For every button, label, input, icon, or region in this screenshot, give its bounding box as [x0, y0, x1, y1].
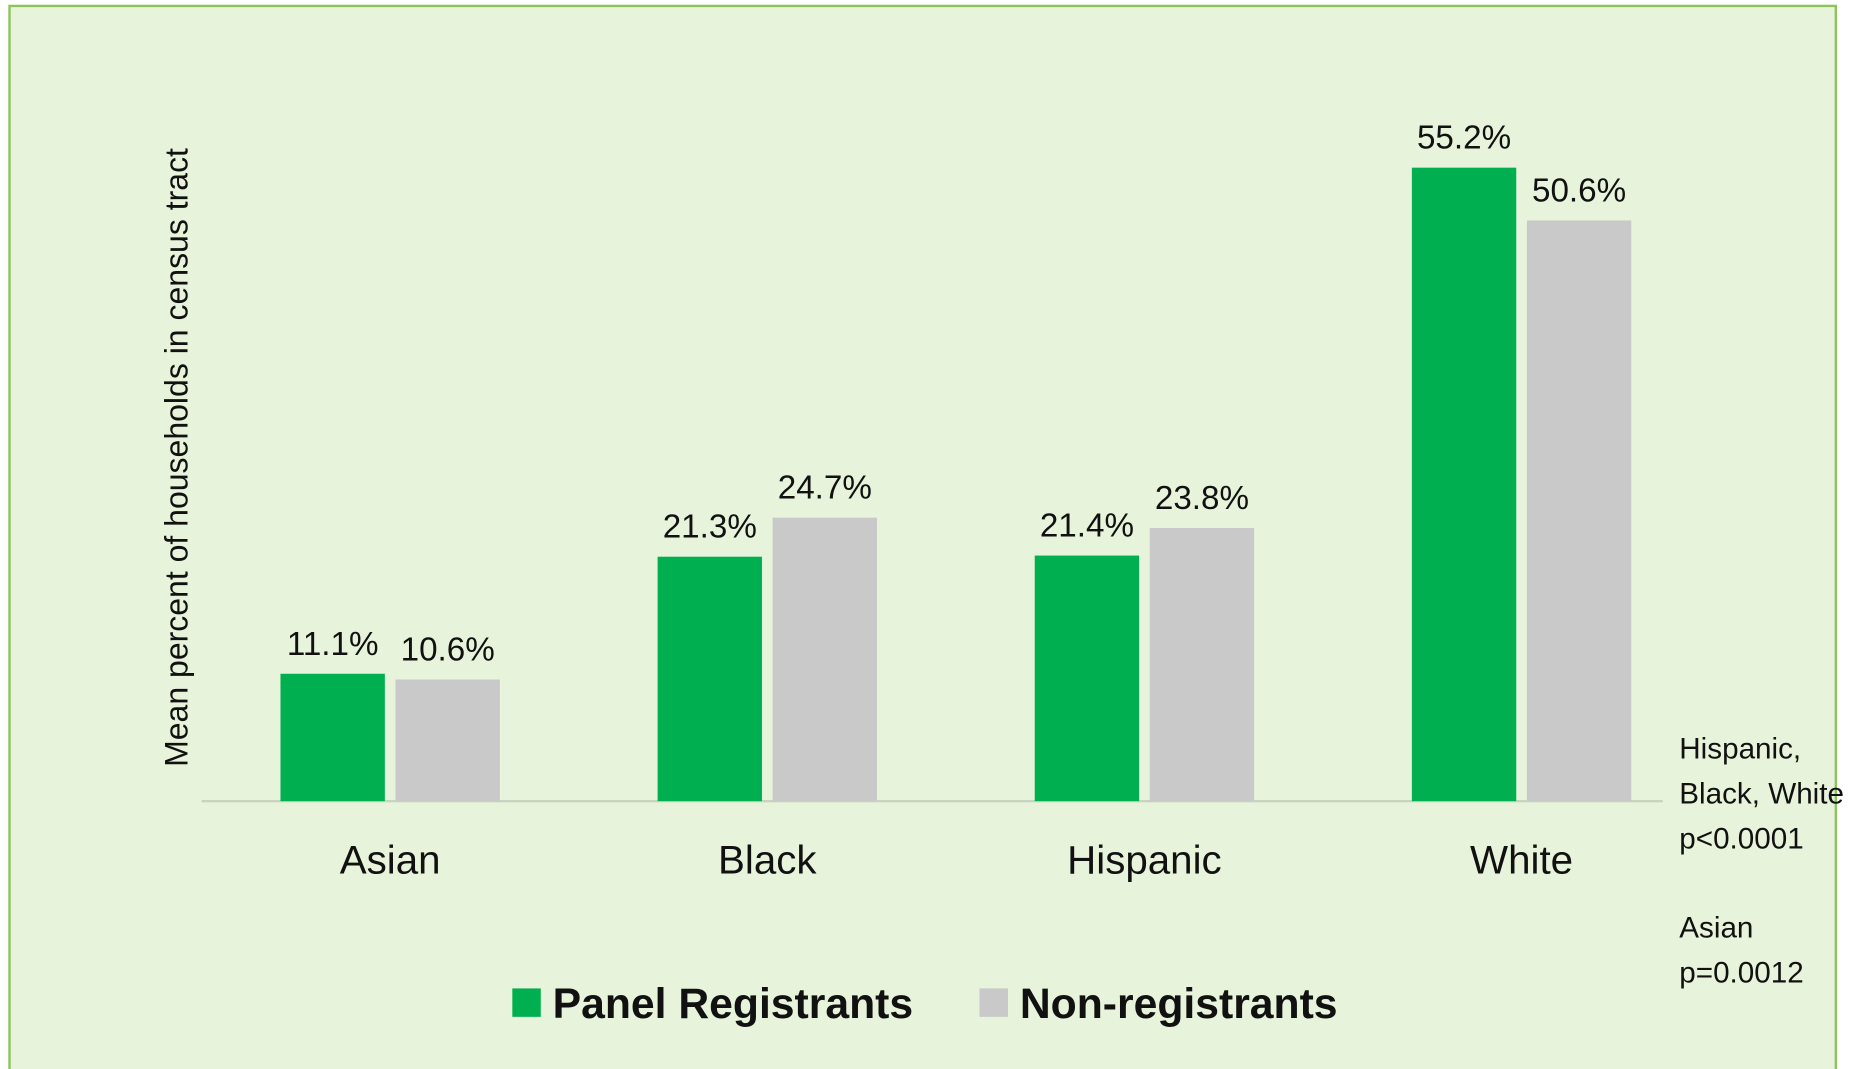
value-label: 55.2%: [1417, 120, 1511, 157]
value-label: 21.4%: [1040, 508, 1134, 545]
bar: [772, 517, 878, 802]
x-tick-label: Asian: [340, 837, 441, 882]
value-label: 23.8%: [1155, 480, 1249, 517]
bar: [280, 673, 385, 802]
legend-label: Non-registrants: [1020, 980, 1338, 1028]
annotation: p=0.0012: [1679, 956, 1803, 989]
annotation: Black, White: [1679, 778, 1844, 811]
value-label: 24.7%: [778, 470, 872, 507]
bar: [657, 556, 762, 802]
legend-label: Panel Registrants: [553, 980, 913, 1028]
x-tick-label: Hispanic: [1067, 837, 1222, 882]
annotation: Hispanic,: [1679, 733, 1801, 766]
x-tick-label: White: [1470, 837, 1573, 882]
value-label: 50.6%: [1532, 173, 1626, 210]
value-label: 11.1%: [287, 626, 379, 663]
annotation: Asian: [1679, 911, 1753, 944]
x-tick-label: Black: [718, 837, 817, 882]
bar: [395, 679, 500, 802]
bar: [1149, 528, 1255, 802]
value-label: 10.6%: [401, 632, 495, 669]
legend-swatch: [979, 988, 1008, 1017]
legend-swatch: [512, 988, 541, 1017]
value-label: 21.3%: [663, 509, 757, 546]
annotation: p<0.0001: [1679, 823, 1803, 856]
bar: [1526, 220, 1632, 802]
bar: [1034, 555, 1140, 802]
y-axis-label: Mean percent of households in census tra…: [158, 148, 194, 767]
bar: [1411, 167, 1517, 802]
